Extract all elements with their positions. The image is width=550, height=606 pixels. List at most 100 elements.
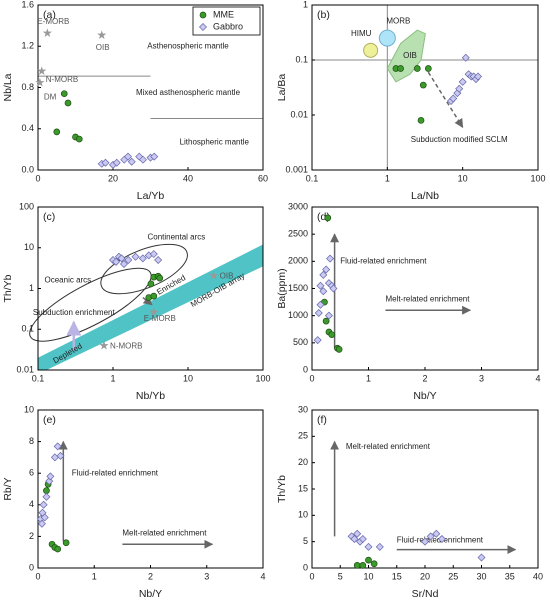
y-tick-label: 1.6 — [21, 0, 34, 9]
annotation: Continental arcs — [147, 232, 205, 241]
gabbro-point — [101, 158, 110, 167]
gabbro-point — [426, 532, 435, 541]
gabbro-point — [455, 84, 464, 93]
panel-label: (f) — [317, 414, 327, 426]
x-tick-label: 2 — [422, 373, 427, 383]
y-tick-label: 30 — [298, 404, 308, 414]
mme-point — [328, 331, 336, 339]
gabbro-point — [53, 442, 62, 451]
panel-label: (c) — [43, 211, 55, 223]
gabbro-point — [461, 53, 470, 62]
panel-label: (e) — [43, 414, 56, 426]
y-tick-label: 1 — [29, 283, 34, 293]
reference-label: N-MORB — [110, 341, 142, 350]
x-tick-label: 3 — [204, 571, 209, 581]
gabbro-point — [149, 250, 158, 259]
x-tick-label: 60 — [258, 173, 268, 183]
gabbro-point — [316, 300, 325, 309]
mme-point — [335, 346, 343, 353]
reference-point: ★ — [42, 26, 53, 40]
region-label: HIMU — [351, 29, 372, 38]
y-tick-label: 0.1 — [21, 324, 34, 334]
x-tick-label: 20 — [108, 173, 118, 183]
annotation: Melt-related enrichment — [346, 442, 431, 451]
mme-point — [413, 65, 421, 72]
gabbro-point — [112, 158, 121, 167]
gabbro-point — [319, 287, 328, 296]
annotation: Melt-related enrichment — [385, 294, 470, 303]
mme-point — [147, 280, 155, 288]
mme-point — [424, 65, 432, 72]
x-axis-label: Nb/Y — [413, 390, 436, 402]
legend-box — [192, 6, 261, 36]
legend-label: Gabbro — [213, 21, 243, 31]
y-tick-label: 100 — [19, 201, 34, 211]
mme-point — [54, 545, 62, 553]
mme-point — [156, 274, 164, 282]
y-tick-label: 6 — [29, 468, 34, 478]
x-axis-label: Nb/Yb — [136, 390, 165, 402]
reference-point: ★ — [34, 76, 45, 90]
mme-point — [419, 81, 427, 89]
reference-point: ★ — [99, 339, 110, 353]
y-tick-label: 1.2 — [21, 41, 34, 51]
gabbro-point — [322, 265, 331, 274]
gabbro-point — [46, 472, 55, 481]
mme-point — [324, 214, 332, 222]
mme-point — [370, 560, 378, 568]
y-tick-label: 8 — [29, 436, 34, 446]
x-tick-label: 15 — [392, 571, 402, 581]
gabbro-point — [421, 537, 429, 546]
annotation: Oceanic arcs — [45, 275, 92, 284]
gabbro-point — [124, 256, 133, 265]
y-tick-label: 5 — [303, 536, 308, 546]
gabbro-point — [37, 519, 46, 528]
y-tick-label: 10 — [298, 510, 308, 520]
y-tick-label: 1000 — [288, 310, 308, 320]
legend-marker — [199, 11, 207, 19]
x-tick-label: 0 — [35, 173, 40, 183]
y-axis-label: Nb/La — [2, 73, 14, 101]
mme-point — [322, 317, 330, 325]
region — [363, 42, 379, 58]
mme-point — [150, 292, 158, 300]
y-axis-label: Th/Yb — [2, 274, 14, 302]
gabbro-point — [449, 94, 458, 103]
mme-point — [62, 539, 70, 547]
x-tick-label: 40 — [533, 571, 543, 581]
gabbro-point — [432, 529, 441, 538]
region — [378, 29, 396, 47]
mme-point — [43, 487, 50, 494]
y-tick-label: 10 — [24, 404, 34, 414]
y-tick-label: 0.01 — [290, 109, 308, 119]
y-tick-label: 10 — [24, 242, 34, 252]
annotation: Subduction enrichment — [33, 308, 116, 317]
y-tick-label: 0.1 — [295, 54, 308, 64]
x-tick-label: 0 — [309, 373, 314, 383]
y-tick-label: 3000 — [288, 201, 308, 211]
y-tick-label: 20 — [298, 457, 308, 467]
reference-label: OIB — [220, 271, 234, 280]
annotation: Lithospheric mantle — [180, 137, 250, 146]
y-axis-label: Ba(ppm) — [276, 268, 288, 308]
annotation: Fluid-related enrichment — [72, 468, 159, 477]
x-tick-label: 4 — [260, 571, 265, 581]
y-tick-label: 0.0 — [21, 164, 34, 174]
mme-point — [417, 116, 425, 124]
reference-label: E-MORB — [144, 314, 176, 323]
mme-point — [353, 562, 361, 569]
x-tick-label: 0.1 — [32, 373, 45, 383]
legend-label: MME — [213, 9, 234, 19]
reference-point: ★ — [148, 305, 159, 319]
gabbro-point — [56, 451, 65, 460]
x-tick-label: 30 — [476, 571, 486, 581]
reference-point: ★ — [208, 268, 219, 282]
gabbro-point — [437, 535, 446, 544]
mme-point — [359, 562, 367, 569]
gabbro-point — [39, 500, 48, 509]
y-tick-label: 2500 — [288, 229, 308, 239]
y-tick-label: 0.001 — [285, 164, 308, 174]
gabbro-point — [358, 535, 367, 544]
x-tick-label: 0.1 — [306, 173, 319, 183]
